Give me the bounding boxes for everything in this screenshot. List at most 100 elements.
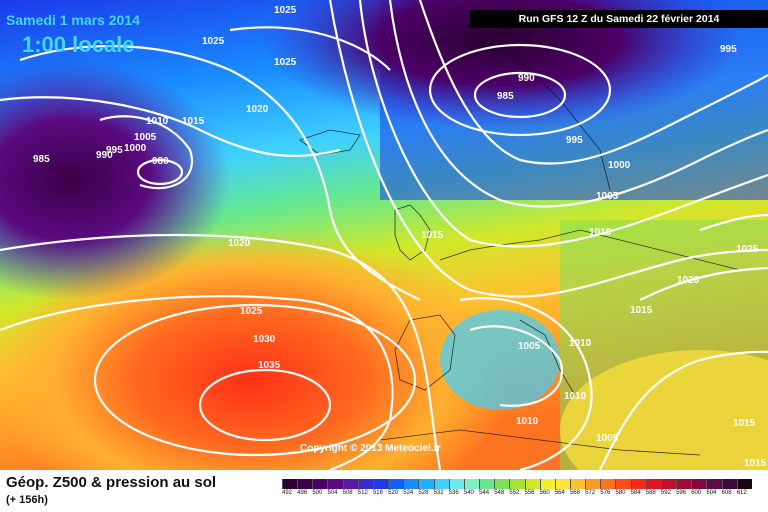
isobar-1035 (198, 368, 332, 442)
isobar-1005 (358, 0, 768, 248)
isobar-1010 (328, 0, 768, 298)
pressure-label: 990 (518, 73, 535, 84)
scale-tick-label: 600 (691, 490, 702, 496)
scale-tick-label: 564 (554, 490, 565, 496)
atlantic-low-field (0, 60, 230, 300)
pressure-label: 1015 (733, 418, 756, 429)
pressure-label: 1020 (677, 275, 700, 286)
color-swatch (524, 479, 540, 489)
color-swatch (706, 479, 722, 489)
color-swatch (372, 479, 389, 489)
pressure-label: 1020 (228, 238, 251, 249)
europe-coastline (439, 229, 741, 271)
isobar-990 (428, 43, 612, 137)
isobar-1025-north (229, 26, 391, 71)
isobar-1020-east (639, 266, 768, 301)
color-swatch (297, 479, 313, 489)
scale-tick-label: 536 (448, 490, 459, 496)
pressure-label: 1015 (744, 458, 767, 469)
color-swatch (569, 479, 586, 489)
scale-tick-label: 604 (706, 490, 717, 496)
isobar-980 (136, 158, 184, 186)
pressure-label: 1010 (564, 391, 587, 402)
scandinavia-outline (429, 34, 611, 191)
isobar-1030 (93, 303, 417, 457)
pressure-label: 1005 (518, 341, 541, 352)
isobars (0, 0, 768, 470)
pressure-label: 995 (720, 44, 737, 55)
pressure-label: 1025 (736, 244, 759, 255)
iceland-outline (299, 129, 361, 156)
color-swatch (660, 479, 677, 489)
color-scale (282, 479, 752, 489)
color-swatch (554, 479, 570, 489)
pressure-label: 985 (33, 154, 50, 165)
pressure-label: 1000 (124, 143, 147, 154)
pressure-label: 1010 (146, 116, 169, 127)
lead-time: (+ 156h) (6, 494, 48, 506)
scale-tick-label: 608 (721, 490, 732, 496)
scale-tick-label: 528 (418, 490, 429, 496)
color-swatch (585, 479, 601, 489)
pressure-labels: 1025 1025 1025 1020 1015 1010 1005 1000 … (33, 5, 767, 469)
british-isles-outline (394, 204, 431, 261)
italy-outline (519, 319, 576, 396)
scale-tick-label: 584 (630, 490, 641, 496)
pressure-label: 985 (497, 91, 514, 102)
pressure-label: 1030 (253, 334, 276, 345)
pressure-label: 1000 (608, 160, 631, 171)
scale-tick-label: 548 (494, 490, 505, 496)
isobar-1020-north (19, 44, 421, 301)
isobar-1010 (99, 115, 193, 190)
scale-tick-label: 492 (282, 490, 293, 496)
scale-tick-label: 524 (403, 490, 414, 496)
color-swatch (403, 479, 419, 489)
color-swatch (327, 479, 343, 489)
color-swatch (509, 479, 525, 489)
iberia-outline (394, 314, 456, 391)
isobar-985 (473, 71, 567, 119)
weather-map: 1025 1025 1025 1020 1015 1010 1005 1000 … (0, 0, 768, 470)
color-swatch (479, 479, 495, 489)
isobar-1025 (0, 295, 394, 470)
color-swatch (312, 479, 328, 489)
scale-tick-label: 512 (357, 490, 368, 496)
parameter-title: Géop. Z500 & pression au sol (6, 474, 217, 491)
pressure-label: 995 (566, 135, 583, 146)
scale-tick-label: 532 (433, 490, 444, 496)
scale-tick-label: 580 (615, 490, 626, 496)
color-swatch (357, 479, 373, 489)
pressure-label: 995 (106, 145, 123, 156)
pressure-label: 1015 (421, 230, 444, 241)
model-run-banner: Run GFS 12 Z du Samedi 22 février 2014 (470, 10, 768, 28)
color-swatch (676, 479, 692, 489)
scale-tick-label: 556 (524, 490, 535, 496)
scale-tick-label: 496 (297, 490, 308, 496)
forecast-hour: 1:00 locale (22, 32, 135, 57)
pressure-label: 1005 (596, 433, 619, 444)
pressure-label: 1025 (274, 5, 297, 16)
pressure-label: 1025 (202, 36, 225, 47)
color-swatch (418, 479, 434, 489)
scale-tick-label: 544 (479, 490, 490, 496)
pressure-label: 1005 (596, 191, 619, 202)
southeast-warm-field (560, 350, 768, 470)
pressure-label: 1035 (258, 360, 281, 371)
color-swatch (433, 479, 449, 489)
pressure-label: 1015 (182, 116, 205, 127)
scale-tick-label: 552 (509, 490, 520, 496)
isobar-1015-east (599, 350, 768, 470)
pressure-label: 980 (152, 156, 169, 167)
scale-tick-label: 592 (660, 490, 671, 496)
isobar-1025-east (699, 213, 768, 232)
isobar-1005-med (469, 325, 563, 407)
color-swatch (600, 479, 616, 489)
scale-tick-label: 588 (645, 490, 656, 496)
color-swatch (463, 479, 480, 489)
map-canvas: 1025 1025 1025 1020 1015 1010 1005 1000 … (0, 0, 768, 470)
color-swatch (448, 479, 464, 489)
scale-tick-label: 516 (372, 490, 383, 496)
color-swatch (721, 479, 737, 489)
scale-tick-label: 576 (600, 490, 611, 496)
scale-tick-label: 596 (676, 490, 687, 496)
